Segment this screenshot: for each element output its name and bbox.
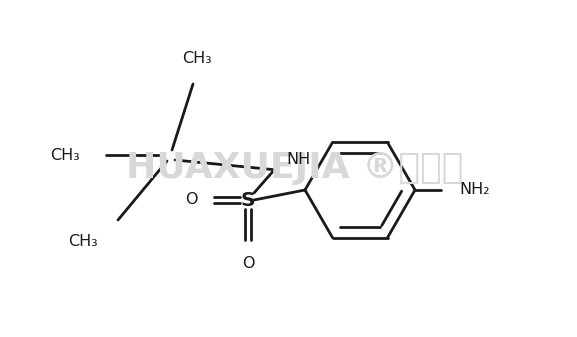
Text: NH: NH [286,153,310,167]
Text: CH₃: CH₃ [50,148,80,162]
Text: O: O [185,192,198,208]
Text: NH₂: NH₂ [459,183,489,197]
Text: CH₃: CH₃ [68,234,98,249]
Text: HUAXUEJIA ®化学加: HUAXUEJIA ®化学加 [126,151,464,185]
Text: S: S [241,190,255,210]
Text: O: O [242,256,254,271]
Text: CH₃: CH₃ [182,51,212,66]
